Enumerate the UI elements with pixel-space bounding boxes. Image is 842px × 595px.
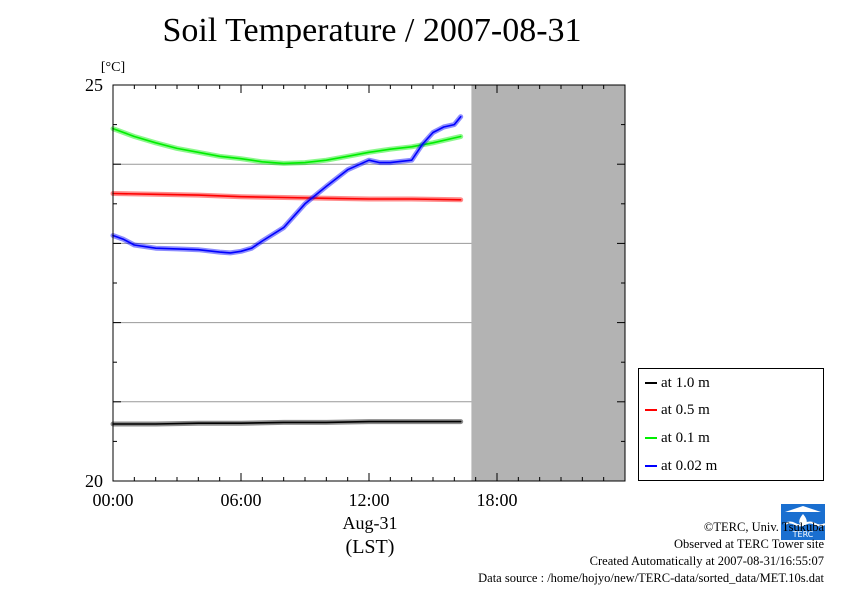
legend-item: at 1.0 m (645, 373, 710, 393)
no-data-region (471, 85, 625, 481)
legend-swatch (645, 437, 657, 439)
series-line (112, 127, 462, 165)
terc-logo-icon: TERC (781, 504, 825, 540)
y-tick-label: 25 (85, 75, 103, 95)
series-line (112, 192, 462, 201)
legend-label: at 0.5 m (661, 401, 710, 418)
series-line (112, 420, 462, 425)
axis-layer: 00:00 06:00 12:00 18:00 25 20 [°C] (85, 60, 626, 510)
x-tick-label: 00:00 (92, 490, 133, 510)
legend-swatch (645, 382, 657, 384)
legend-label: at 1.0 m (661, 374, 710, 391)
credit-created: Created Automatically at 2007-08-31/16:5… (589, 554, 824, 568)
no-data-shading (471, 85, 625, 481)
legend-item: at 0.02 m (645, 456, 717, 476)
x-tick-label: 12:00 (348, 490, 389, 510)
legend-swatch (645, 409, 657, 411)
legend-item: at 0.5 m (645, 400, 710, 420)
series-layer (110, 114, 464, 427)
x-tick-label: 06:00 (220, 490, 261, 510)
credit-copyright: ©TERC, Univ. Tsukuba (703, 520, 824, 534)
legend-label: at 0.02 m (661, 457, 718, 474)
y-tick-label: 20 (85, 471, 103, 491)
x-tick-label: 18:00 (476, 490, 517, 510)
y-axis-label: [°C] (101, 60, 125, 75)
legend-swatch (645, 465, 657, 467)
legend-label: at 0.1 m (661, 429, 710, 446)
legend-item: at 0.1 m (645, 428, 710, 448)
credit-source: Data source : /home/hojyo/new/TERC-data/… (478, 571, 824, 585)
chart-title: Soil Temperature / 2007-08-31 (162, 12, 582, 49)
logo-text: TERC (792, 530, 814, 539)
x-axis-unit-label: (LST) (345, 536, 395, 558)
x-axis-date-label: Aug-31 (342, 513, 398, 533)
series-line-halo (110, 114, 464, 256)
series-line (112, 115, 462, 254)
legend: at 1.0 m at 0.5 m at 0.1 m at 0.02 m (638, 368, 824, 481)
credit-site: Observed at TERC Tower site (673, 537, 824, 551)
